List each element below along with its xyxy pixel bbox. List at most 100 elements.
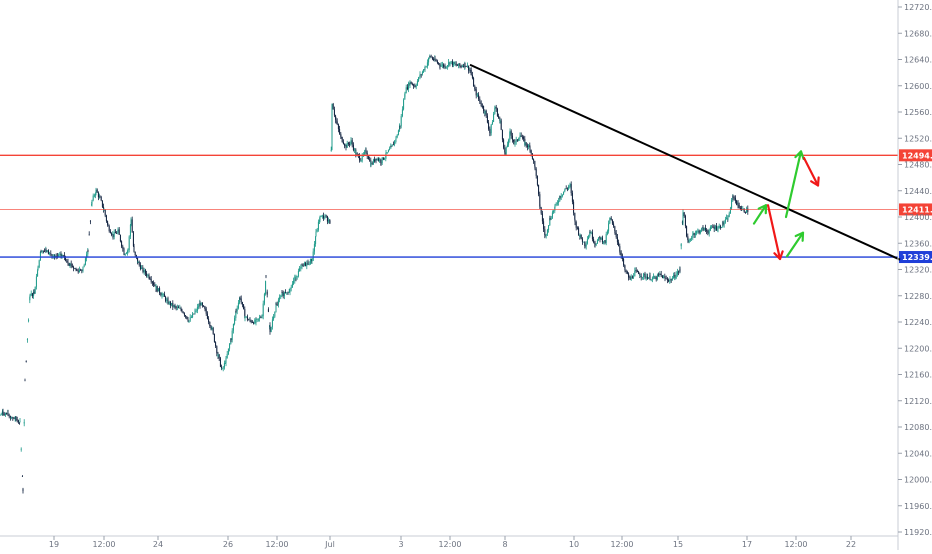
y-axis: 12720.0 12680.0 12640.0 12600.0 12560.0 12520… [897,0,932,550]
candle-body [697,230,699,232]
candle-body [458,63,460,66]
candle-body [71,266,73,268]
candle-body [361,155,363,161]
candle-body [344,144,346,146]
candles-layer [0,54,749,494]
candle-body [137,257,139,263]
candle-body [19,422,21,424]
candle-body [241,301,243,305]
candle-body [39,251,41,261]
candle-body [124,253,126,255]
candle-body [680,243,682,247]
scenario-arrow-shaft [784,150,803,219]
candle-body [156,286,158,292]
candle-body [694,233,696,236]
candle-body [356,153,358,155]
candle-body [128,236,130,250]
candle-body [21,475,23,477]
candle-body [406,87,408,90]
candle-body [11,417,13,419]
candle-body [424,67,426,70]
candle-body [38,260,40,268]
drawings-layer [469,63,901,261]
candle-body [656,274,658,280]
candle-body [435,60,437,62]
y-tick-label: 12480.0 [904,161,932,170]
candle-body [302,265,304,266]
candle-body [182,311,184,314]
candle-body [708,230,710,234]
candle-body [16,419,18,421]
candle-body [655,277,657,280]
candle-body [583,241,585,243]
candle-body [534,166,536,170]
candle-body [209,321,211,326]
candle-body [687,239,689,243]
candle-body [384,158,386,160]
candle-body [594,243,596,245]
candle-body [515,139,517,143]
candle-body [188,320,190,322]
candle-body [679,268,681,271]
candle-body [616,237,618,243]
candle-body [648,277,650,279]
candle-body [426,62,428,67]
candle-body [488,122,490,129]
candle-body [636,271,638,272]
candle-body [401,109,403,117]
candle-body [581,238,583,242]
candle-body [87,251,89,255]
x-axis: 19 12:00 24 26 12:00 Jul 3 12:00 8 10 12:00 15 17 12:… [0,535,898,549]
candle-body [161,294,163,297]
candle-body [329,220,331,223]
candle-body [331,103,333,150]
candle-body [173,305,175,307]
candle-body [489,128,491,133]
candle-body [539,194,541,207]
candle-body [127,249,129,251]
candle-body [541,213,543,222]
candle-body [54,255,56,257]
candle-body [328,219,330,222]
candle-body [493,113,495,122]
candle-body [337,124,339,130]
candle-body [163,293,165,297]
candle-body [446,65,448,67]
candle-body [81,269,83,271]
candle-body [641,276,643,278]
candle-body [352,144,354,151]
candle-body [132,232,134,247]
levels-layer: 12494.0 12411.5 12339.0 [0,149,932,264]
x-tick-label: 12:00 [265,540,288,549]
candle-body [294,276,296,281]
candle-body [674,278,676,279]
candle-body [53,255,55,257]
candle-body [528,145,530,148]
candle-body [448,62,450,66]
candle-body [239,297,241,303]
candle-body [75,268,77,270]
candle-body [381,157,383,164]
candle-body [530,150,532,154]
candle-body [659,273,661,275]
candle-body [210,325,212,329]
candle-body [67,261,69,265]
candle-body [93,195,95,197]
candle-body [9,416,11,418]
candle-body [665,278,667,280]
candle-body [549,218,551,220]
candle-body [218,354,220,359]
candle-body [320,215,322,217]
candle-body [65,257,67,261]
candle-body [15,416,17,420]
candle-body [643,273,645,277]
candle-body [654,277,656,279]
candle-body [391,144,393,147]
x-tick-label: Jul [324,540,335,549]
candle-body [326,216,328,222]
x-tick-label: 12:00 [784,540,807,549]
candle-body [414,86,416,88]
candle-body [339,129,341,134]
candle-body [186,316,188,319]
